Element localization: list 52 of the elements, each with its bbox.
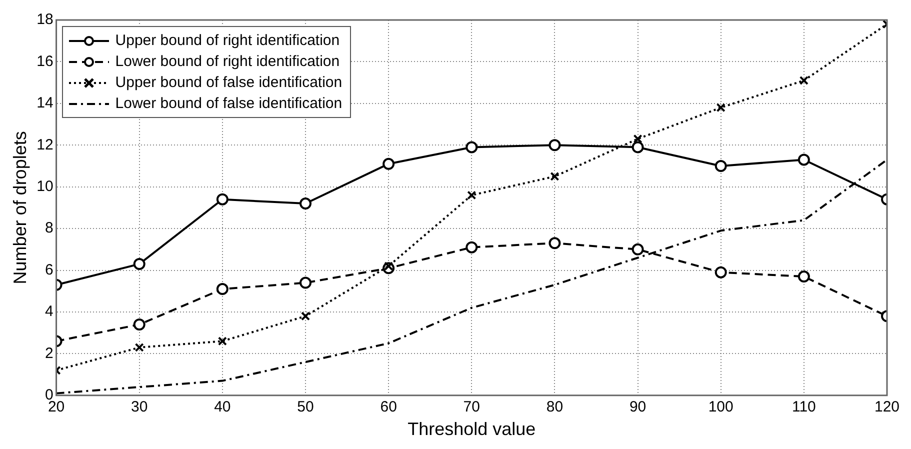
point xyxy=(216,193,228,206)
x-axis-title: Threshold value xyxy=(408,419,536,440)
point xyxy=(216,283,228,296)
legend-label: Lower bound of false identification xyxy=(115,94,342,114)
point xyxy=(466,141,478,154)
x-tick-label: 80 xyxy=(546,398,564,416)
point xyxy=(300,312,310,321)
y-axis-title: Number of droplets xyxy=(10,131,30,284)
y-tick-label: 2 xyxy=(44,344,54,362)
point xyxy=(716,103,726,112)
point xyxy=(133,258,146,270)
point xyxy=(633,134,642,144)
point xyxy=(467,190,476,200)
x-tick-label: 20 xyxy=(48,398,65,416)
x-tick-label: 60 xyxy=(380,398,397,416)
x-tick-label: 70 xyxy=(463,398,480,416)
point xyxy=(798,270,810,283)
point xyxy=(300,276,312,289)
y-tick-label: 6 xyxy=(44,261,54,278)
x-tick-label: 30 xyxy=(131,398,148,416)
x-tick-label: 120 xyxy=(874,398,900,416)
y-tick-label: 4 xyxy=(44,303,54,320)
x-tick-label: 100 xyxy=(708,398,734,416)
x-tick-label: 90 xyxy=(629,398,646,416)
y-tick-label: 12 xyxy=(36,136,54,154)
x-tick-label: 40 xyxy=(214,398,231,416)
point xyxy=(133,318,146,330)
point xyxy=(714,266,727,278)
legend-label: Upper bound of right identification xyxy=(115,31,340,51)
x-tick-label: 50 xyxy=(297,398,314,416)
point xyxy=(384,262,394,271)
x-tick-label: 110 xyxy=(792,398,816,416)
y-tick-label: 16 xyxy=(36,52,54,70)
point xyxy=(798,154,810,166)
y-tick-label: 18 xyxy=(36,11,54,28)
point xyxy=(466,241,478,254)
point xyxy=(300,198,312,210)
point xyxy=(632,243,644,256)
y-tick-label: 10 xyxy=(36,178,54,195)
point xyxy=(382,158,395,170)
point xyxy=(799,76,808,86)
point xyxy=(550,172,560,181)
point xyxy=(548,139,561,152)
point xyxy=(632,141,644,154)
point xyxy=(548,237,561,250)
legend-label: Lower bound of right identification xyxy=(115,52,340,72)
y-tick-label: 8 xyxy=(44,220,54,237)
point xyxy=(218,336,227,346)
y-tick-label: 14 xyxy=(36,94,54,112)
legend-label: Upper bound of false identification xyxy=(115,73,342,93)
point xyxy=(134,342,144,352)
point xyxy=(714,160,727,172)
